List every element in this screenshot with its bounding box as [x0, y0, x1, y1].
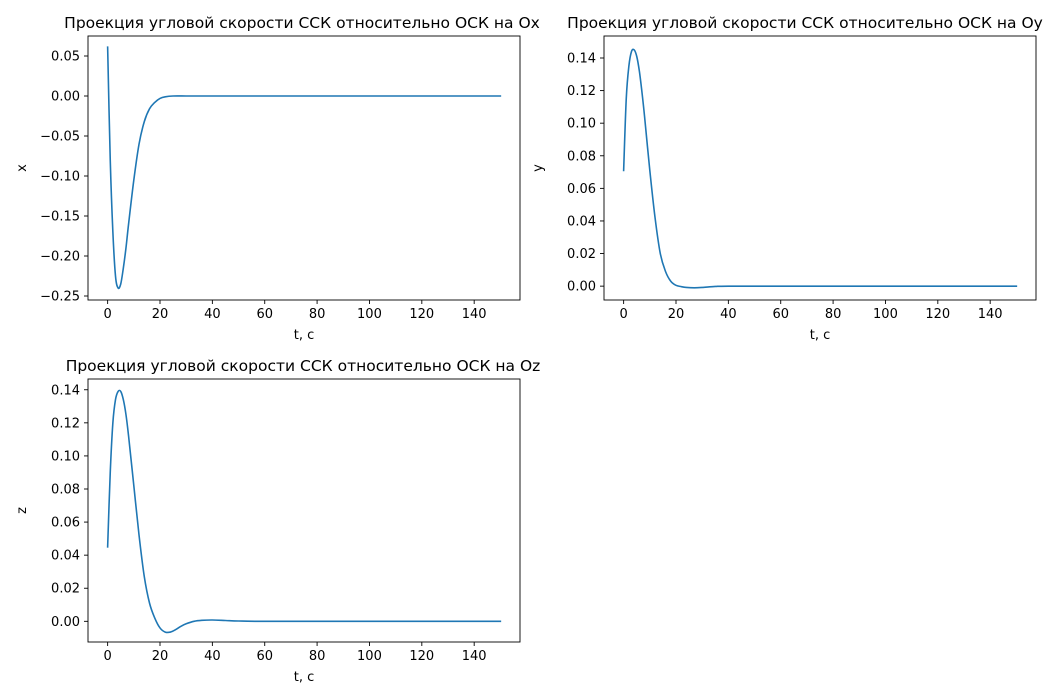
subplot-oz: Проекция угловой скорости ССК относитель…: [15, 357, 540, 685]
y-axis-label-ox: x: [15, 164, 30, 172]
x-tick-label-ox: 140: [462, 307, 487, 322]
x-tick-label-ox: 60: [256, 307, 273, 322]
x-tick-label-oz: 20: [152, 649, 169, 664]
x-tick-label-oz: 140: [462, 649, 487, 664]
x-tick-label-oy: 80: [825, 307, 842, 322]
x-tick-label-oz: 80: [309, 649, 326, 664]
y-tick-label-oz: 0.04: [51, 549, 80, 564]
y-tick-label-ox: 0.05: [51, 50, 80, 65]
y-tick-label-oz: 0.10: [51, 449, 80, 464]
y-axis-label-oz: z: [15, 507, 30, 514]
y-tick-label-ox: −0.25: [40, 290, 80, 305]
x-tick-label-oy: 0: [619, 307, 627, 322]
y-tick-label-oz: 0.06: [51, 516, 80, 531]
y-tick-label-ox: −0.20: [40, 250, 80, 265]
series-line-oz: [106, 389, 502, 634]
chart-title-ox: Проекция угловой скорости ССК относитель…: [64, 14, 540, 32]
x-tick-label-oz: 100: [357, 649, 382, 664]
y-tick-label-oy: 0.00: [567, 280, 596, 295]
y-tick-label-oy: 0.10: [567, 117, 596, 132]
y-tick-label-oy: 0.04: [567, 214, 596, 229]
y-axis-label-oy: y: [531, 164, 546, 172]
axes-frame-ox: [87, 35, 521, 301]
x-tick-label-oy: 100: [873, 307, 898, 322]
x-axis-label-ox: t, c: [294, 328, 315, 343]
x-tick-label-ox: 40: [204, 307, 221, 322]
subplot-oy: Проекция угловой скорости ССК относитель…: [531, 14, 1043, 343]
series-line-oy: [622, 48, 1018, 289]
y-tick-label-ox: −0.10: [40, 170, 80, 185]
x-axis-label-oy: t, c: [810, 328, 831, 343]
y-tick-label-oy: 0.06: [567, 182, 596, 197]
y-tick-label-oy: 0.12: [567, 84, 596, 99]
x-tick-label-oz: 60: [256, 649, 273, 664]
y-tick-label-ox: −0.15: [40, 210, 80, 225]
x-tick-label-ox: 80: [309, 307, 326, 322]
axes-frame-oz: [87, 378, 521, 643]
axes-frame-oy: [603, 35, 1037, 301]
y-tick-label-oz: 0.02: [51, 582, 80, 597]
x-tick-label-oy: 140: [978, 307, 1003, 322]
x-tick-label-oy: 60: [772, 307, 789, 322]
chart-title-oz: Проекция угловой скорости ССК относитель…: [66, 357, 541, 375]
x-tick-label-oy: 40: [720, 307, 737, 322]
y-tick-label-oz: 0.14: [51, 383, 80, 398]
y-tick-label-ox: 0.00: [51, 90, 80, 105]
x-tick-label-oz: 0: [103, 649, 111, 664]
x-tick-label-oy: 20: [668, 307, 685, 322]
chart-title-oy: Проекция угловой скорости ССК относитель…: [567, 14, 1043, 32]
y-tick-label-oz: 0.08: [51, 482, 80, 497]
x-tick-label-oy: 120: [925, 307, 950, 322]
y-tick-label-ox: −0.05: [40, 130, 80, 145]
x-axis-label-oz: t, c: [294, 670, 315, 685]
x-tick-label-oz: 40: [204, 649, 221, 664]
x-tick-label-oz: 120: [409, 649, 434, 664]
subplot-ox: Проекция угловой скорости ССК относитель…: [15, 14, 540, 343]
x-tick-label-ox: 20: [152, 307, 169, 322]
y-tick-label-oy: 0.02: [567, 247, 596, 262]
y-tick-label-oz: 0.00: [51, 615, 80, 630]
x-tick-label-ox: 120: [409, 307, 434, 322]
y-tick-label-oy: 0.08: [567, 149, 596, 164]
y-tick-label-oz: 0.12: [51, 416, 80, 431]
x-tick-label-ox: 100: [357, 307, 382, 322]
series-line-ox: [106, 46, 502, 290]
x-tick-label-ox: 0: [103, 307, 111, 322]
y-tick-label-oy: 0.14: [567, 52, 596, 67]
